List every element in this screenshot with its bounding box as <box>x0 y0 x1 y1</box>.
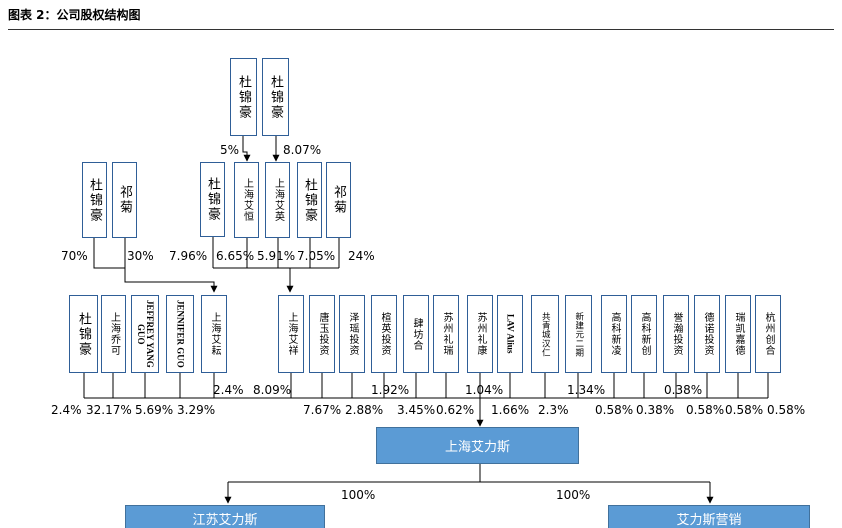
subsidiary-box-left: 江苏艾力斯 <box>125 505 325 528</box>
pct-label: 5.69% <box>135 403 174 417</box>
shareholder-box-s20: 瑞凯嘉德 <box>725 295 751 373</box>
pct-label: 100% <box>556 488 591 502</box>
shareholder-box-r-du: 杜锦豪 <box>297 162 322 238</box>
chart-title: 图表 2：公司股权结构图 <box>8 8 141 22</box>
shareholder-box-s19: 德诺投资 <box>694 295 720 373</box>
pct-label: 0.38% <box>636 403 675 417</box>
pct-label: 8.07% <box>283 143 322 157</box>
shareholder-box-s7: 唐玉投资 <box>309 295 335 373</box>
pct-label: 32.17% <box>86 403 132 417</box>
shareholder-box-s12: 苏州礼康 <box>467 295 493 373</box>
main-company-box: 上海艾力斯 <box>376 427 579 464</box>
pct-label: 1.92% <box>371 383 410 397</box>
shareholder-box-s1: 杜锦豪 <box>69 295 98 373</box>
pct-label: 30% <box>127 249 154 263</box>
pct-label: 3.45% <box>397 403 436 417</box>
pct-label: 2.4% <box>213 383 244 397</box>
pct-label: 0.58% <box>686 403 725 417</box>
pct-label: 5% <box>220 143 240 157</box>
shareholder-box-s10: 肆坊合 <box>403 295 429 373</box>
title-divider <box>8 29 834 30</box>
subsidiary-box-right: 艾力斯营销 <box>608 505 810 528</box>
pct-label: 0.62% <box>436 403 475 417</box>
shareholder-box-s6: 上海艾祥 <box>278 295 304 373</box>
shareholder-box-s15: 新建元二期 <box>565 295 592 373</box>
pct-label: 0.38% <box>664 383 703 397</box>
shareholder-box-s16: 高科新凌 <box>601 295 627 373</box>
pct-label: 0.58% <box>725 403 764 417</box>
shareholder-box-l-qi: 祁菊 <box>112 162 137 238</box>
pct-label: 1.34% <box>567 383 606 397</box>
edge-l-join-aiyun <box>124 268 218 293</box>
edge-top-du1-aiheng <box>242 136 251 162</box>
pct-label: 100% <box>341 488 376 502</box>
shareholder-box-s8: 泽瑶投资 <box>339 295 365 373</box>
shareholder-box-top-du1: 杜锦豪 <box>230 58 257 136</box>
pct-label: 7.67% <box>303 403 342 417</box>
pct-label: 0.58% <box>767 403 806 417</box>
pct-label: 24% <box>348 249 375 263</box>
shareholder-box-s9: 楦英投资 <box>371 295 397 373</box>
pct-label: 1.66% <box>491 403 530 417</box>
pct-label: 8.09% <box>253 383 292 397</box>
shareholder-box-s14: 共青城汉仁 <box>531 295 559 373</box>
shareholder-box-s3: JEFFREY YANG GUO <box>131 295 159 373</box>
pct-label: 2.4% <box>51 403 82 417</box>
shareholder-box-s2: 上海乔可 <box>101 295 126 373</box>
pct-label: 7.05% <box>297 249 336 263</box>
shareholder-box-s17: 高科新创 <box>631 295 657 373</box>
shareholder-box-s11: 苏州礼瑞 <box>433 295 459 373</box>
pct-label: 1.04% <box>465 383 504 397</box>
pct-label: 2.88% <box>345 403 384 417</box>
shareholder-box-r-qi: 祁菊 <box>326 162 351 238</box>
shareholder-box-s18: 誉瀚投资 <box>663 295 689 373</box>
shareholder-box-s21: 杭州创合 <box>755 295 781 373</box>
pct-label: 70% <box>61 249 88 263</box>
shareholder-box-m-du: 杜锦豪 <box>200 162 225 237</box>
shareholder-box-s4: JENNIFER GUO <box>166 295 194 373</box>
pct-label: 3.29% <box>177 403 216 417</box>
shareholder-box-s5: 上海艾耘 <box>201 295 227 373</box>
shareholder-box-aiheng: 上海艾恒 <box>234 162 259 238</box>
pct-label: 6.65% <box>216 249 255 263</box>
shareholder-box-top-du2: 杜锦豪 <box>262 58 289 136</box>
shareholder-box-aiying: 上海艾英 <box>265 162 290 238</box>
pct-label: 2.3% <box>538 403 569 417</box>
shareholder-box-s13: LAV Alius <box>497 295 523 373</box>
shareholder-box-l-du: 杜锦豪 <box>82 162 107 238</box>
pct-label: 7.96% <box>169 249 208 263</box>
pct-label: 0.58% <box>595 403 634 417</box>
pct-label: 5.91% <box>257 249 296 263</box>
edge-l-du-aiyun <box>93 238 125 269</box>
